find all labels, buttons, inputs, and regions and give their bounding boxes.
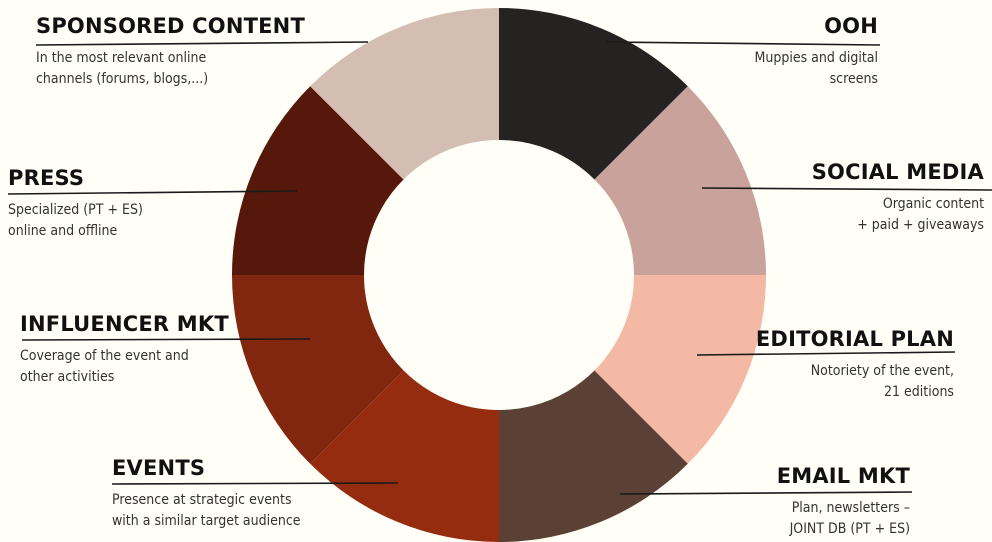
label-desc: Muppies and digital screens (754, 50, 878, 87)
leader-line-sponsored-content (35, 41, 369, 46)
label-desc: Coverage of the event and other activiti… (20, 348, 189, 385)
label-desc: Plan, newsletters – JOINT DB (PT + ES) (789, 500, 910, 537)
segment-email-mkt (499, 370, 688, 542)
label-title: SOCIAL MEDIA (811, 160, 984, 184)
label-title: OOH (824, 14, 878, 38)
label-desc: Organic content + paid + giveaways (857, 196, 984, 233)
label-email-mkt: EMAIL MKT Plan, newsletters – JOINT DB (… (777, 464, 910, 540)
label-desc: Presence at strategic events with a simi… (112, 492, 301, 529)
leader-line-social-media (701, 187, 992, 191)
label-press: PRESS Specialized (PT + ES) online and o… (8, 166, 143, 242)
label-title: PRESS (8, 166, 85, 190)
leader-line-press (7, 190, 298, 195)
label-ooh: OOH Muppies and digital screens (754, 14, 878, 90)
label-sponsored-content: SPONSORED CONTENT In the most relevant o… (36, 14, 305, 90)
label-title: SPONSORED CONTENT (36, 14, 305, 38)
label-desc: In the most relevant online channels (fo… (36, 50, 209, 87)
segment-events (310, 370, 499, 542)
segment-social-media (594, 86, 766, 276)
segment-sponsored-content (310, 8, 499, 180)
segment-editorial-plan (594, 275, 766, 464)
label-title: INFLUENCER MKT (20, 312, 229, 336)
segment-press (232, 86, 404, 276)
label-editorial-plan: EDITORIAL PLAN Notoriety of the event, 2… (756, 327, 954, 403)
label-title: EVENTS (112, 456, 206, 480)
label-desc: Specialized (PT + ES) online and offline (8, 202, 143, 239)
label-events: EVENTS Presence at strategic events with… (112, 456, 301, 532)
leader-line-events (111, 482, 399, 485)
label-influencer-mkt: INFLUENCER MKT Coverage of the event and… (20, 312, 229, 388)
segment-influencer-mkt (232, 275, 404, 464)
label-desc: Notoriety of the event, 21 editions (810, 363, 954, 400)
label-title: EMAIL MKT (776, 464, 910, 488)
leader-line-editorial-plan (696, 351, 956, 356)
segment-ooh (499, 8, 688, 180)
leader-line-influencer-mkt (21, 338, 311, 341)
leader-line-ooh (605, 41, 881, 46)
label-social-media: SOCIAL MEDIA Organic content + paid + gi… (812, 160, 984, 236)
label-title: EDITORIAL PLAN (755, 327, 954, 351)
leader-line-email-mkt (619, 491, 913, 495)
